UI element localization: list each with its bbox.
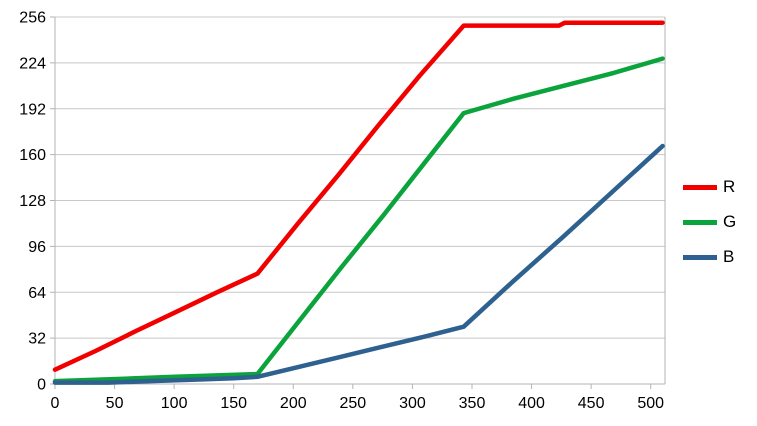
x-tick-label: 200 <box>280 395 307 412</box>
legend-item-g: G <box>683 211 736 233</box>
y-tick-labels: 0 32 64 96 128 160 192 224 256 <box>19 10 46 394</box>
y-tick-label: 0 <box>37 377 46 394</box>
y-tick-label: 128 <box>19 193 46 210</box>
legend: R G B <box>683 176 736 268</box>
x-tick-label: 0 <box>51 395 60 412</box>
legend-label-b: B <box>723 247 735 266</box>
tick-marks <box>50 16 652 389</box>
x-tick-labels: 0 50 100 150 200 250 300 350 400 450 500 <box>51 395 665 412</box>
x-tick-label: 250 <box>340 395 367 412</box>
x-tick-label: 50 <box>106 395 124 412</box>
legend-swatch-green-line <box>683 219 717 225</box>
legend-swatch-blue-line <box>683 254 717 260</box>
series-line-g <box>52 56 665 384</box>
y-tick-label: 224 <box>19 55 46 72</box>
y-tick-label: 160 <box>19 147 46 164</box>
x-tick-label: 100 <box>161 395 188 412</box>
y-tick-label: 96 <box>28 239 46 256</box>
x-tick-label: 450 <box>578 395 605 412</box>
gridlines <box>55 16 665 385</box>
legend-item-b: B <box>683 246 736 268</box>
legend-label-r: R <box>723 177 736 196</box>
series-lines <box>52 20 665 385</box>
x-tick-label: 150 <box>220 395 247 412</box>
x-tick-label: 300 <box>399 395 426 412</box>
x-tick-label: 400 <box>518 395 545 412</box>
series-line-r <box>52 20 665 372</box>
legend-label-g: G <box>723 212 737 231</box>
legend-item-r: R <box>683 176 736 198</box>
y-tick-label: 192 <box>19 101 46 118</box>
x-tick-label: 500 <box>637 395 664 412</box>
y-tick-label: 32 <box>28 331 46 348</box>
y-tick-label: 256 <box>19 10 46 27</box>
y-tick-label: 64 <box>28 285 46 302</box>
legend-swatch-red-line <box>683 184 717 190</box>
series-line-b <box>52 143 665 385</box>
x-tick-label: 350 <box>459 395 486 412</box>
